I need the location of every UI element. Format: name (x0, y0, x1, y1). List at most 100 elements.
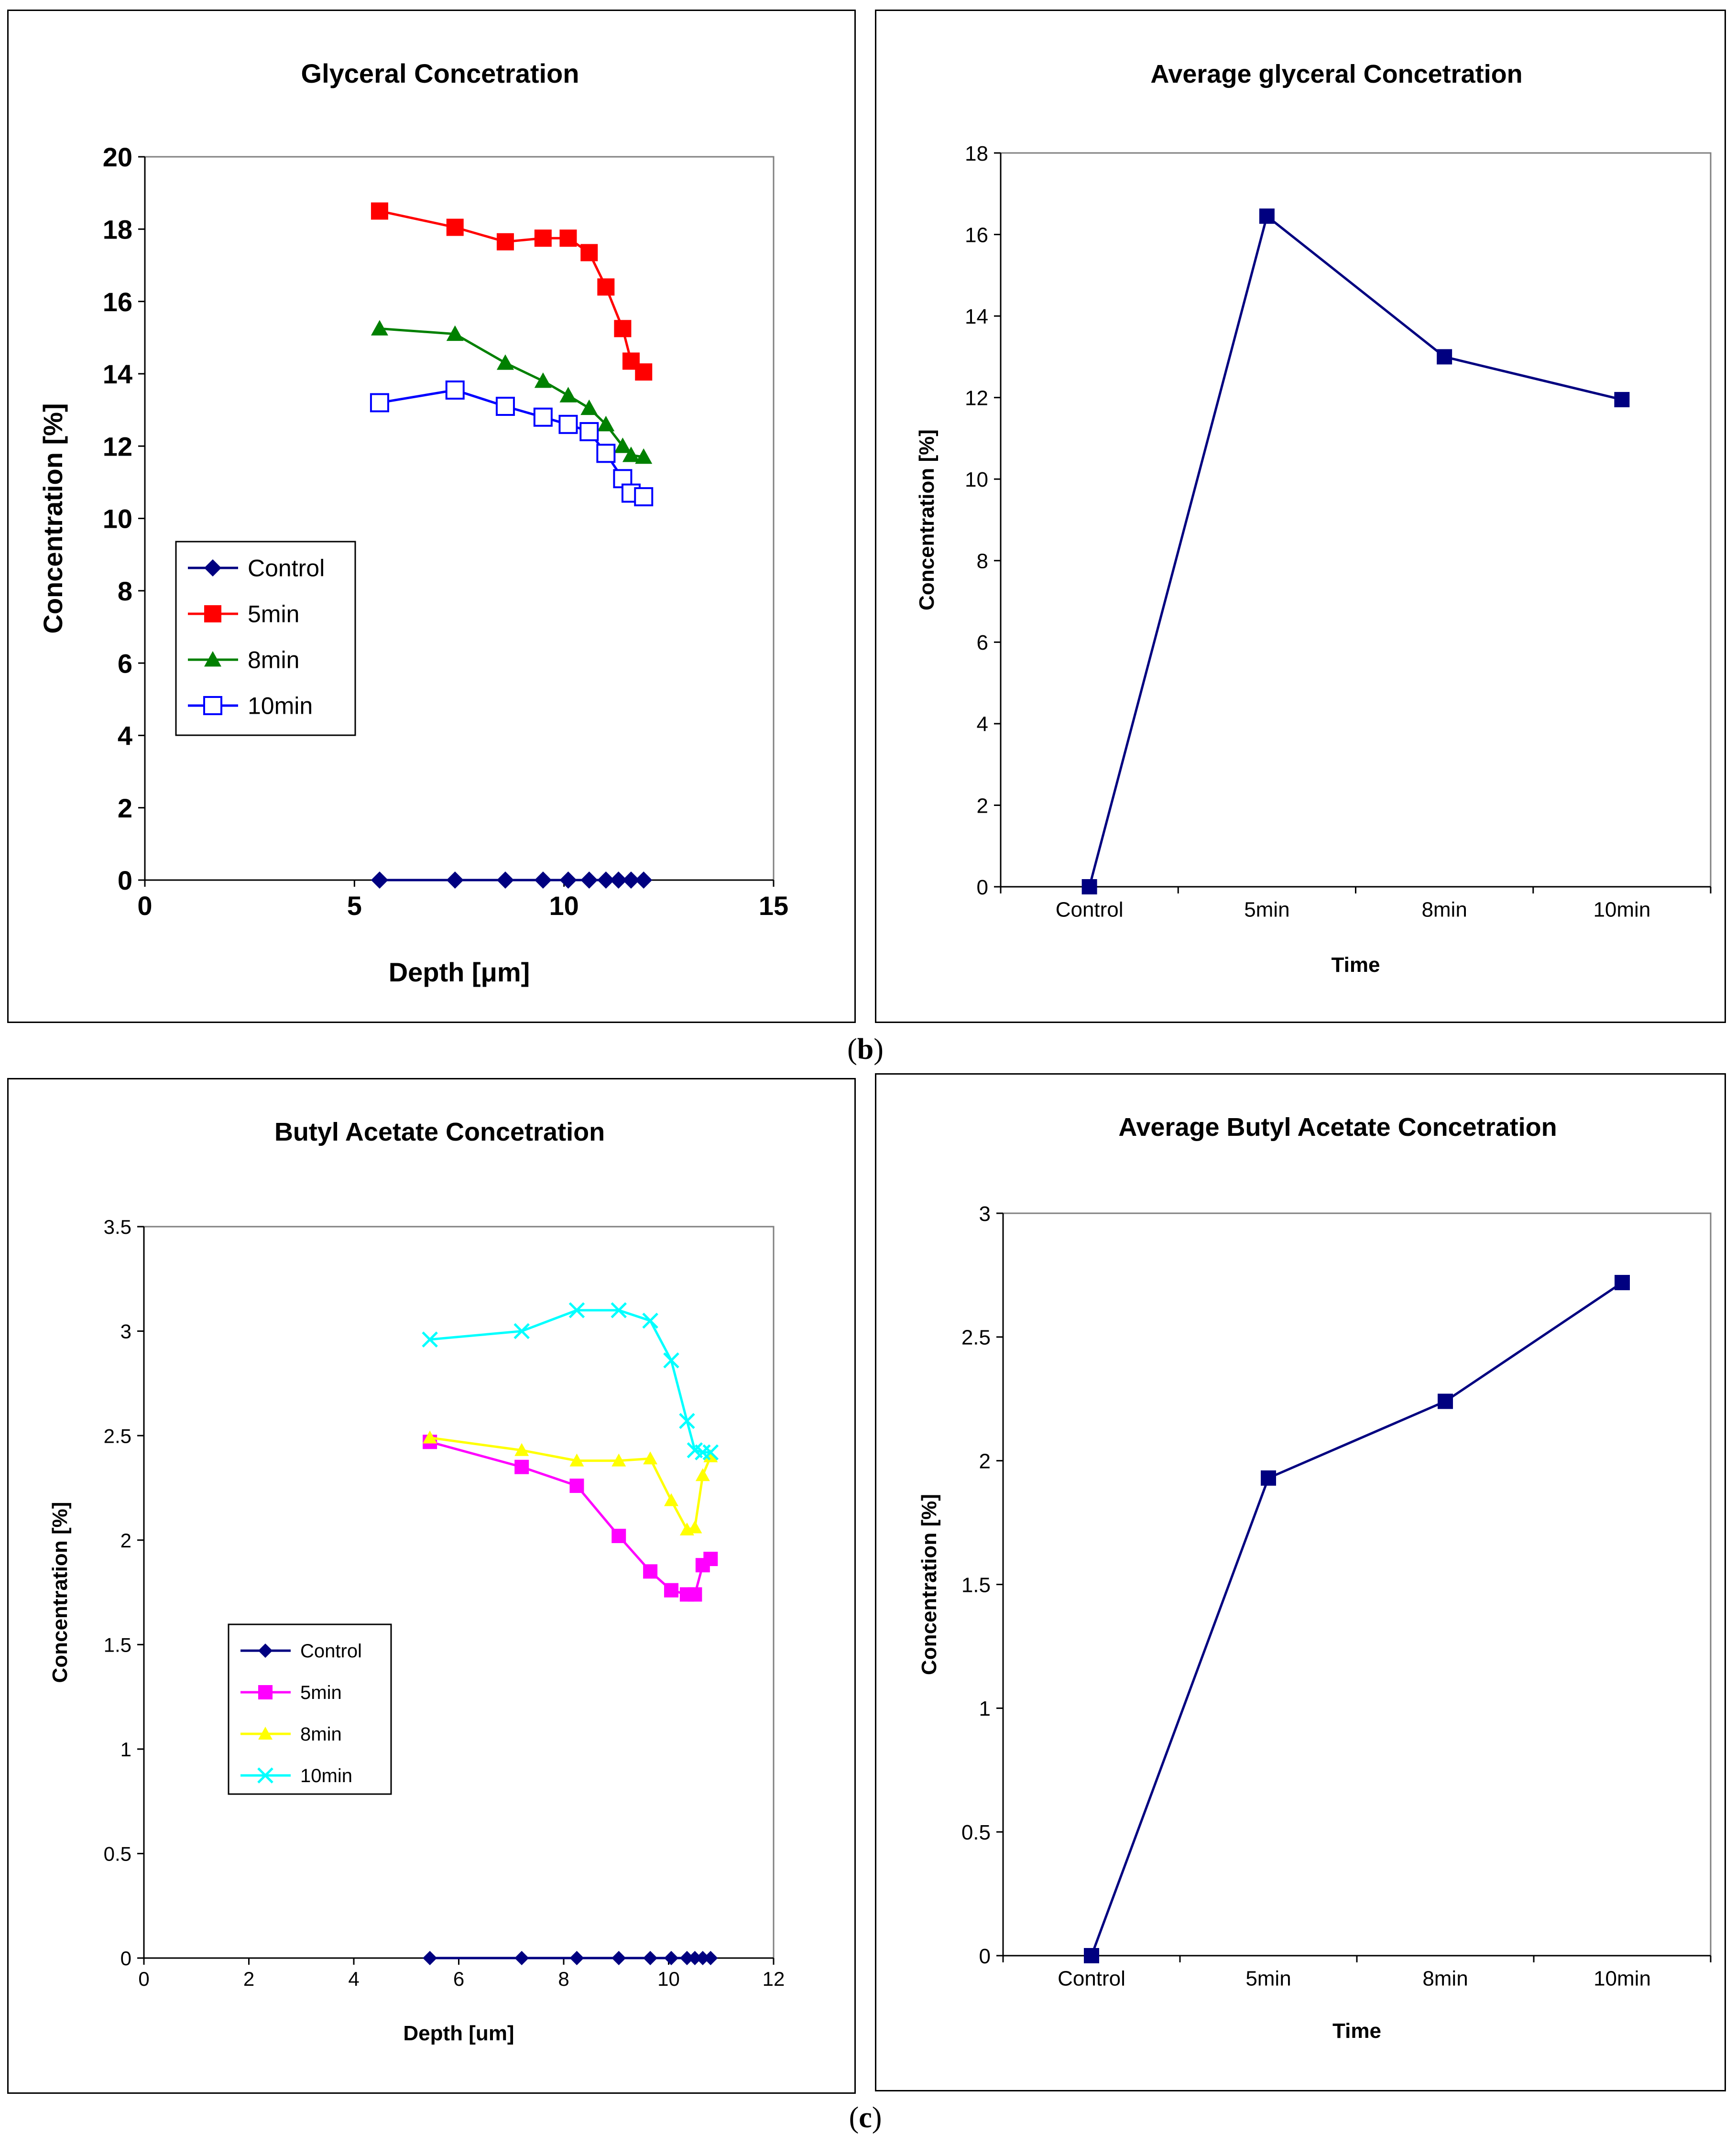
x-category-label: Control (1056, 898, 1124, 921)
chart-title: Average Butyl Acetate Concetration (1118, 1113, 1557, 1142)
y-tick-label: 1 (120, 1738, 131, 1761)
x-category-label: 10min (1593, 898, 1650, 921)
chart-title: Average glyceral Concetration (1150, 60, 1522, 88)
data-point (1259, 208, 1275, 224)
data-point (446, 325, 464, 341)
data-point (663, 1352, 679, 1369)
legend-entry-label: 8min (300, 1724, 342, 1745)
data-point (695, 1444, 711, 1460)
legend-entry-label: 5min (248, 601, 299, 628)
data-point (664, 1951, 678, 1965)
data-point (580, 244, 598, 261)
y-tick-label: 8 (118, 576, 132, 606)
data-point (643, 1951, 658, 1965)
y-tick-label: 0 (118, 865, 132, 895)
y-tick-label: 6 (977, 631, 988, 654)
x-category-label: 5min (1245, 1967, 1291, 1990)
data-point (558, 414, 578, 434)
data-point (370, 393, 389, 413)
data-point (569, 1951, 584, 1965)
data-point (635, 363, 653, 381)
data-point (642, 1312, 658, 1329)
plot-area-frame (144, 156, 775, 881)
chart-glycerol-average: Average glyceral Concetration 0 2 4 6 8 10 12 14… (915, 60, 1712, 977)
x-category-label: 10min (1594, 1967, 1651, 1990)
y-tick-label: 14 (103, 359, 132, 389)
chart-panel-butyl-average: Average Butyl Acetate Concetration 0 0.5 1 1… (875, 1073, 1726, 2091)
legend-box (175, 541, 356, 736)
legend-entry-label: 8min (248, 647, 299, 674)
y-tick-label: 1.5 (961, 1573, 991, 1597)
data-point (580, 399, 598, 415)
y-tick-label: 10 (103, 504, 132, 534)
x-axis-label: Time (1332, 2019, 1381, 2043)
y-tick-label: 18 (103, 214, 132, 244)
data-point (702, 1444, 719, 1460)
data-point (1438, 1393, 1453, 1409)
chart-glycerol-depth: Glyceral Concetration 0 2 4 6 8 10 12 14 16 18 20 0 5… (38, 58, 788, 987)
data-point (596, 444, 616, 463)
series-line-8min (429, 1437, 712, 1531)
data-point (679, 1951, 694, 1965)
data-point (597, 415, 615, 432)
data-point (622, 446, 640, 462)
data-point (513, 1323, 530, 1339)
x-category-label: Control (1058, 1967, 1125, 1990)
chart-panel-glycerol-depth: Glyceral Concetration 0 2 4 6 8 10 12 14 16 18 20 0 5… (7, 10, 856, 1023)
y-tick-label: 2 (979, 1450, 991, 1473)
data-point (610, 871, 627, 889)
data-point (695, 1951, 710, 1965)
x-tick-label: 6 (453, 1968, 464, 1990)
plot-area-frame (1002, 1212, 1712, 1957)
data-point (514, 1951, 529, 1965)
data-point (371, 202, 388, 220)
legend-swatch-marker (203, 696, 222, 715)
y-axis-label: Concentration [%] (915, 429, 939, 610)
data-point (1615, 1274, 1630, 1290)
legend-swatch-marker (204, 605, 221, 622)
data-point (1437, 349, 1452, 365)
data-point (622, 871, 640, 889)
series-line-5min (379, 210, 644, 373)
data-point (597, 871, 615, 889)
y-tick-label: 16 (103, 287, 132, 317)
y-tick-label: 2 (977, 794, 988, 817)
chart-panel-glycerol-average: Average glyceral Concetration 0 2 4 6 8 10 12 14… (875, 10, 1726, 1023)
x-tick-label: 0 (137, 891, 152, 921)
y-tick-label: 1.5 (104, 1633, 131, 1656)
data-point (579, 422, 599, 441)
x-axis-label: Depth [μm] (389, 957, 530, 987)
data-point (371, 320, 388, 336)
x-category-label: 8min (1422, 1967, 1468, 1990)
legend-entry-label: Control (248, 555, 325, 582)
legend-swatch-marker (204, 651, 221, 667)
series-line-8min (379, 327, 644, 458)
legend-swatch-marker (257, 1767, 273, 1784)
data-point (679, 1413, 695, 1429)
x-tick-label: 15 (759, 891, 788, 921)
chart-title: Butyl Acetate Concetration (274, 1118, 605, 1146)
data-point (695, 1468, 710, 1481)
x-tick-label: 10 (657, 1968, 680, 1990)
y-tick-label: 10 (965, 468, 988, 491)
data-point (635, 871, 653, 889)
data-point (688, 1520, 702, 1534)
data-point (423, 1430, 437, 1444)
data-point (534, 229, 552, 247)
caption-b: (b) (847, 1033, 884, 1066)
data-point (688, 1587, 702, 1602)
data-point (533, 407, 553, 427)
data-point (569, 1453, 584, 1467)
y-tick-label: 14 (965, 305, 988, 328)
data-point (559, 387, 577, 403)
legend-entry-label: Control (300, 1641, 362, 1662)
data-point (634, 487, 654, 507)
x-tick-label: 5 (347, 891, 362, 921)
data-point (1084, 1948, 1099, 1963)
data-point (534, 871, 552, 889)
y-tick-label: 3 (979, 1202, 991, 1226)
data-point (422, 1331, 438, 1348)
y-tick-label: 8 (977, 550, 988, 573)
data-point (423, 1951, 437, 1965)
data-point (611, 1951, 626, 1965)
